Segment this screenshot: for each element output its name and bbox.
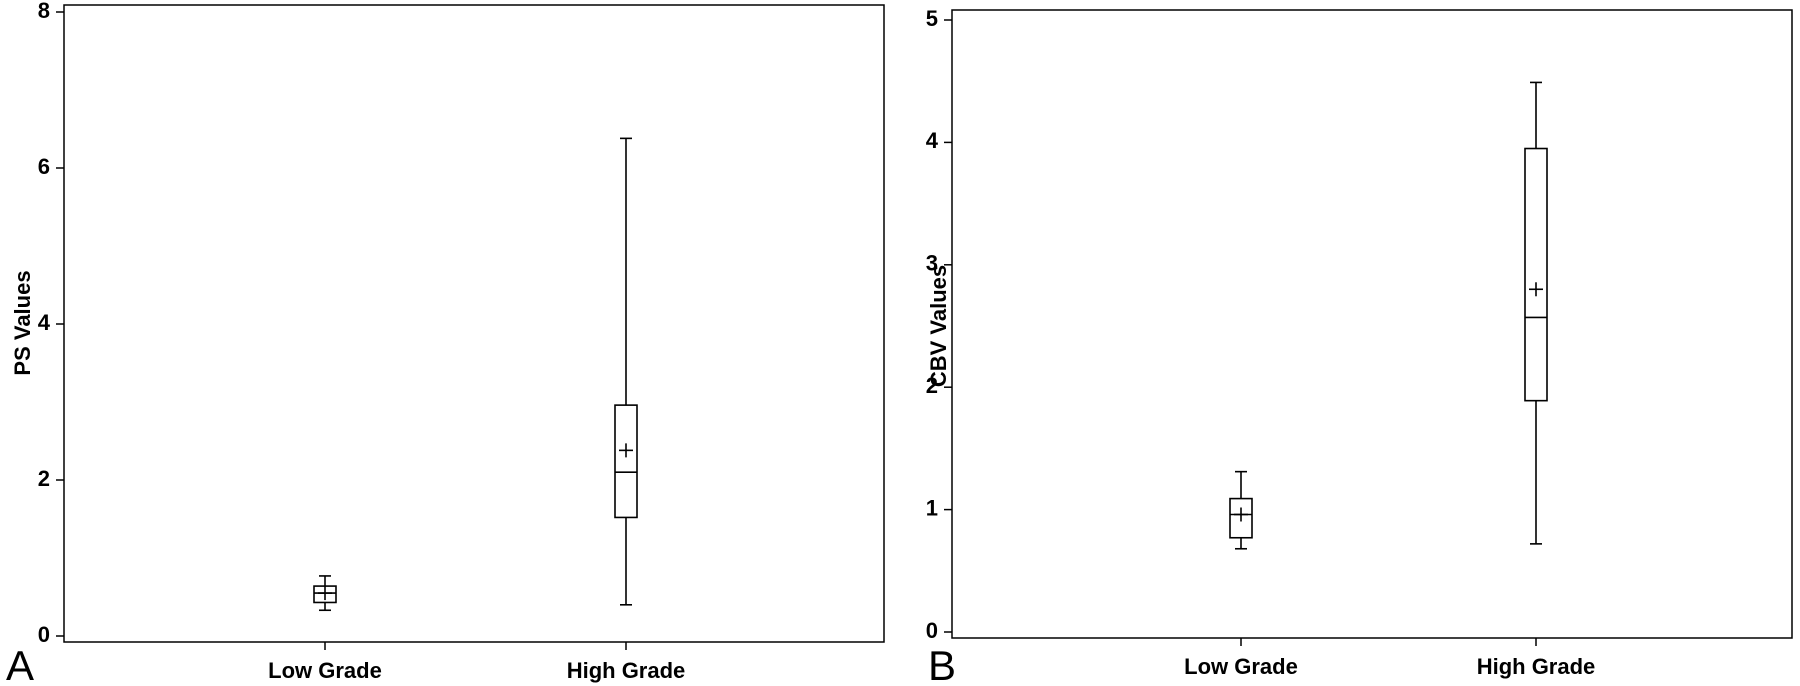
chart-panel-b: CBV Values B 0 1 2 3 4 5 Low Grade High Grade	[926, 6, 1793, 686]
y-tick-label: 4	[38, 310, 51, 335]
panel-label: B	[928, 642, 956, 686]
x-category-label: Low Grade	[268, 658, 382, 683]
y-tick-label: 3	[926, 251, 938, 276]
y-tick-label: 0	[38, 622, 50, 647]
iqr-box	[313, 585, 337, 604]
box-plot-high-grade	[1524, 81, 1548, 545]
plot-frame	[63, 4, 885, 643]
chart-panel-a: PS Values A 0 2 4 6 8 Low Grade High Grade	[6, 0, 885, 686]
y-tick-label: 8	[38, 0, 50, 23]
x-axis-categories: Low Grade High Grade	[268, 642, 685, 683]
y-tick-label: 4	[926, 128, 939, 153]
iqr-box	[1524, 147, 1548, 402]
iqr-box	[614, 404, 638, 519]
plot-frame	[951, 9, 1793, 639]
y-axis-title: CBV Values	[926, 265, 951, 387]
y-tick-label: 2	[38, 466, 50, 491]
y-axis-ticks: 0 1 2 3 4 5	[926, 6, 952, 643]
box-plot-low-grade	[1229, 470, 1253, 550]
box-plots	[1229, 81, 1548, 550]
box-plot-low-grade	[313, 575, 337, 612]
y-tick-label: 5	[926, 6, 938, 31]
panel-label: A	[6, 642, 34, 686]
x-axis-categories: Low Grade High Grade	[1184, 638, 1595, 679]
box-plot-high-grade	[614, 137, 638, 606]
y-tick-label: 0	[926, 618, 938, 643]
x-category-label: Low Grade	[1184, 654, 1298, 679]
x-category-label: High Grade	[567, 658, 686, 683]
x-category-label: High Grade	[1477, 654, 1596, 679]
y-axis-title: PS Values	[10, 270, 35, 375]
y-tick-label: 1	[926, 495, 938, 520]
y-tick-label: 6	[38, 154, 50, 179]
box-plots	[313, 137, 638, 612]
y-tick-label: 2	[926, 373, 938, 398]
iqr-box	[1229, 497, 1253, 539]
y-axis-ticks: 0 2 4 6 8	[38, 0, 64, 647]
